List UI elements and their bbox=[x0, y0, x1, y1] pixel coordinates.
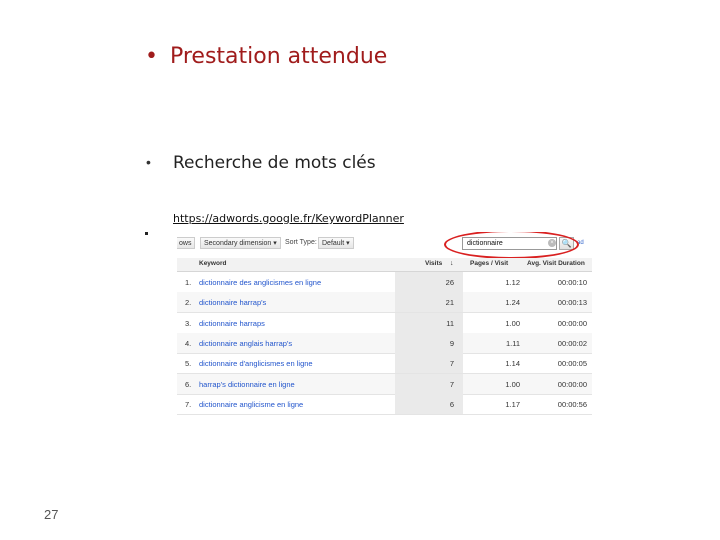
pages-per-visit-value: 1.00 bbox=[505, 318, 520, 328]
row-index: 7. bbox=[185, 399, 192, 409]
bullet-keyword-research: Recherche de mots clés bbox=[173, 153, 376, 173]
analytics-screenshot: ows Secondary dimension ▾ Sort Type: Def… bbox=[177, 232, 592, 417]
avg-duration-value: 00:00:00 bbox=[557, 379, 587, 389]
row-index: 6. bbox=[185, 379, 192, 389]
table-header: Keyword Visits ↓ Pages / Visit Avg. Visi… bbox=[177, 258, 592, 272]
pages-per-visit-value: 1.14 bbox=[505, 359, 520, 369]
row-index: 3. bbox=[185, 318, 192, 328]
visits-column-shade bbox=[395, 393, 463, 414]
sort-desc-icon: ↓ bbox=[450, 260, 454, 267]
visits-column-shade bbox=[395, 373, 463, 394]
keyword-link[interactable]: dictionnaire anglicisme en ligne bbox=[199, 399, 304, 409]
avg-duration-value: 00:00:10 bbox=[557, 278, 587, 287]
pages-per-visit-value: 1.11 bbox=[505, 338, 520, 348]
visits-value: 6 bbox=[449, 399, 454, 409]
pages-per-visit-value: 1.24 bbox=[505, 298, 520, 308]
avg-duration-value: 00:00:00 bbox=[557, 318, 587, 328]
header-pages-visit[interactable]: Pages / Visit bbox=[470, 260, 509, 267]
row-index: 2. bbox=[185, 298, 192, 308]
keyword-link[interactable]: harrap's dictionnaire en ligne bbox=[199, 379, 295, 389]
table-row: 4. dictionnaire anglais harrap's 9 1.11 00:0… bbox=[177, 332, 592, 354]
title-text: Prestation attendue bbox=[169, 44, 388, 69]
header-avg-duration[interactable]: Avg. Visit Duration bbox=[527, 260, 585, 267]
sort-type-dropdown[interactable]: Default ▾ bbox=[318, 237, 354, 249]
advanced-link[interactable]: ad bbox=[577, 240, 584, 246]
visits-value: 9 bbox=[449, 338, 454, 348]
keyword-link[interactable]: dictionnaire des anglicismes en ligne bbox=[199, 278, 322, 287]
visits-value: 26 bbox=[445, 278, 454, 287]
keyword-link[interactable]: dictionnaire d'anglicismes en ligne bbox=[199, 359, 313, 369]
sort-type-label: Sort Type: bbox=[285, 239, 317, 246]
slide-title: • Prestation attendue bbox=[145, 44, 387, 69]
secondary-dimension-dropdown[interactable]: Secondary dimension ▾ bbox=[200, 237, 281, 249]
visits-column-shade bbox=[395, 312, 463, 333]
visits-value: 11 bbox=[446, 318, 454, 328]
visits-value: 21 bbox=[445, 298, 454, 308]
row-index: 5. bbox=[185, 359, 192, 369]
visits-value: 7 bbox=[449, 359, 454, 369]
avg-duration-value: 00:00:56 bbox=[557, 399, 587, 409]
row-index: 4. bbox=[185, 338, 192, 348]
table-row: 7. dictionnaire anglicisme en ligne 6 1.17 0… bbox=[177, 393, 592, 415]
highlight-circle bbox=[444, 232, 579, 259]
sub-bullet: • bbox=[146, 154, 151, 170]
pages-per-visit-value: 1.17 bbox=[505, 399, 520, 409]
visits-column-shade bbox=[395, 332, 463, 353]
pages-per-visit-value: 1.12 bbox=[505, 278, 520, 287]
avg-duration-value: 00:00:05 bbox=[557, 359, 587, 369]
keyword-link[interactable]: dictionnaire harraps bbox=[199, 318, 265, 328]
table-row: 3. dictionnaire harraps 11 1.00 00:00:00 bbox=[177, 312, 592, 334]
row-index: 1. bbox=[185, 278, 192, 287]
avg-duration-value: 00:00:02 bbox=[557, 338, 587, 348]
avg-duration-value: 00:00:13 bbox=[557, 298, 587, 308]
keyword-planner-link[interactable]: https://adwords.google.fr/KeywordPlanner bbox=[173, 212, 404, 225]
table-row: 1. dictionnaire des anglicismes en ligne 2… bbox=[177, 272, 592, 293]
keyword-link[interactable]: dictionnaire harrap's bbox=[199, 298, 267, 308]
page-number: 27 bbox=[44, 507, 59, 522]
table-row: 2. dictionnaire harrap's 21 1.24 00:00:13 bbox=[177, 292, 592, 314]
report-toolbar: ows Secondary dimension ▾ Sort Type: Def… bbox=[177, 232, 592, 259]
header-visits[interactable]: Visits bbox=[425, 260, 443, 267]
visits-column-shade bbox=[395, 272, 463, 292]
pages-per-visit-value: 1.00 bbox=[505, 379, 520, 389]
header-keyword[interactable]: Keyword bbox=[199, 260, 227, 267]
visits-column-shade bbox=[395, 353, 463, 374]
table-row: 6. harrap's dictionnaire en ligne 7 1.00 00:… bbox=[177, 373, 592, 395]
visits-value: 7 bbox=[449, 379, 454, 389]
visits-column-shade bbox=[395, 292, 463, 313]
views-button[interactable]: ows bbox=[177, 237, 196, 249]
keyword-link[interactable]: dictionnaire anglais harrap's bbox=[199, 338, 293, 348]
title-bullet: • bbox=[145, 44, 158, 69]
table-row: 5. dictionnaire d'anglicismes en ligne 7 1.… bbox=[177, 353, 592, 375]
small-bullet bbox=[145, 232, 148, 235]
